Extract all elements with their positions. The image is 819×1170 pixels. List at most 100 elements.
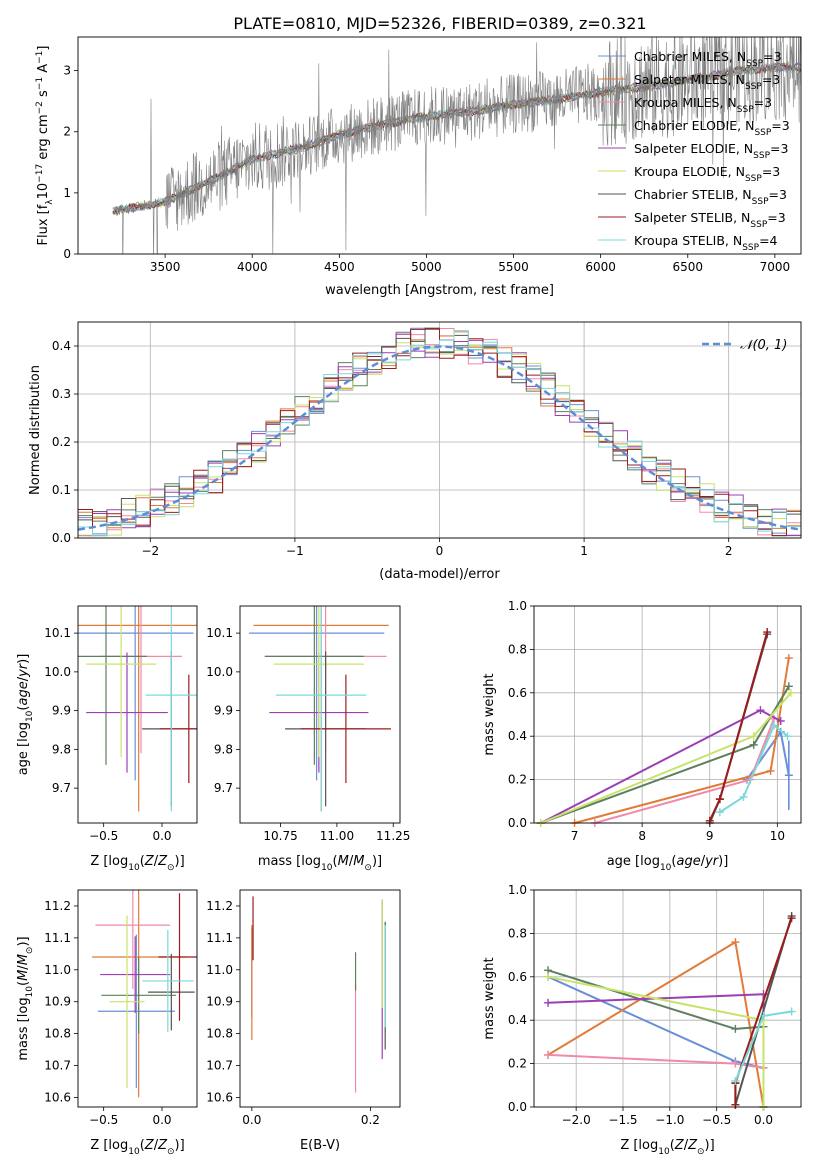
legend-label: Salpeter MILES, NSSP=3 [634, 72, 780, 92]
age-vs-mass-xtick-label: 11.00 [320, 829, 354, 843]
spectrum-xtick-label: 6500 [672, 260, 703, 274]
mass-vs-metallicity-ytick-label: 10.8 [44, 1027, 71, 1041]
weight-vs-metallicity-marker [544, 1050, 553, 1059]
residuals-plot-area [78, 327, 801, 537]
mass-vs-extinction-ytick-label: 11.1 [206, 931, 233, 945]
weight-vs-metallicity-ytick-label: 0.4 [508, 1013, 527, 1027]
residuals-ylabel: Normed distribution [28, 365, 43, 495]
residuals-ytick-label: 0.3 [52, 387, 71, 401]
spectrum-xtick-label: 6000 [585, 260, 616, 274]
weight-vs-age-series-line [719, 723, 789, 813]
weight-vs-metallicity-marker [731, 1100, 740, 1109]
residuals-ytick-label: 0.4 [52, 339, 71, 353]
age-vs-mass-xtick-label: 11.25 [376, 829, 410, 843]
weight-vs-metallicity-ytick-label: 0.2 [508, 1057, 527, 1071]
panel-age-vs-mass: 10.75 11.00 11.25 9.7 9.8 9.9 10.0 10.1 mass [lo… [206, 605, 410, 873]
age-vs-metallicity-ytick-label: 9.8 [52, 742, 71, 756]
mass-vs-metallicity-ytick-label: 10.9 [44, 995, 71, 1009]
weight-vs-age-series-line [540, 709, 782, 824]
weight-vs-metallicity-marker [731, 1059, 740, 1068]
weight-vs-metallicity-xtick-label: −1.0 [655, 1113, 684, 1127]
panel-age-vs-metallicity: −0.5 0.0 9.7 9.8 9.9 10.0 10.1 Z [log10(Z/Z⊙)] a… [16, 605, 198, 873]
mass-vs-metallicity-ytick-label: 10.7 [44, 1059, 71, 1073]
mass-vs-metallicity-ytick-label: 11.1 [44, 931, 71, 945]
weight-vs-metallicity-marker [544, 972, 553, 981]
weight-vs-age-series-line [708, 631, 769, 822]
residuals-ytick-label: 0.0 [52, 531, 71, 545]
figure-title: PLATE=0810, MJD=52326, FIBERID=0389, z=0… [233, 14, 646, 33]
age-vs-mass-frame [239, 605, 401, 824]
weight-vs-metallicity-ytick-label: 1.0 [508, 883, 527, 897]
weight-vs-age-marker [784, 654, 793, 663]
weight-vs-metallicity-ylabel: mass weight [482, 957, 497, 1039]
age-vs-metallicity-frame [77, 605, 198, 824]
age-vs-metallicity-xtick-label: 0.0 [152, 829, 171, 843]
spectrum-xtick-label: 5000 [411, 260, 442, 274]
residuals-xlabel: (data-model)/error [379, 567, 500, 582]
mass-vs-extinction-plot-area [251, 896, 386, 1093]
weight-vs-age-xtick-label: 8 [638, 829, 646, 843]
weight-vs-age-marker [766, 766, 775, 775]
age-vs-metallicity-xlabel: Z [log10(Z/Z⊙)] [90, 854, 184, 873]
legend-label: Kroupa ELODIE, NSSP=3 [634, 164, 780, 184]
spectrum-xlabel: wavelength [Angstrom, rest frame] [325, 283, 554, 298]
spectrum-xtick-label: 5500 [498, 260, 529, 274]
weight-vs-metallicity-xtick-label: −2.0 [562, 1113, 591, 1127]
weight-vs-metallicity-marker [787, 1007, 796, 1016]
weight-vs-age-marker [756, 706, 765, 715]
weight-vs-age-marker [786, 688, 795, 697]
mass-vs-extinction-ytick-label: 10.6 [206, 1090, 233, 1104]
weight-vs-metallicity-xtick-label: 0.0 [754, 1113, 773, 1127]
spectrum-ylabel: Flux [fλ10−17 erg cm−2 s−1 A−1] [35, 46, 55, 246]
weight-vs-metallicity-series-line [548, 1053, 764, 1069]
spectrum-data-line [112, 37, 801, 254]
age-vs-metallicity-ytick-label: 10.1 [44, 626, 71, 640]
weight-vs-metallicity-marker [544, 998, 553, 1007]
weight-vs-metallicity-marker [731, 1076, 740, 1085]
weight-vs-age-xtick-label: 7 [571, 829, 579, 843]
weight-vs-age-ytick-label: 0.8 [508, 642, 527, 656]
weight-vs-age-marker [784, 682, 793, 691]
weight-vs-age-marker [739, 792, 748, 801]
spectrum-xtick-label: 4500 [324, 260, 355, 274]
residuals-histogram [78, 330, 801, 537]
age-vs-metallicity-ytick-label: 10.0 [44, 665, 71, 679]
age-vs-metallicity-ylabel: age [log10(age/yr)] [16, 654, 35, 776]
weight-vs-age-ytick-label: 0.6 [508, 686, 527, 700]
spectrum-ytick-label: 2 [63, 125, 71, 139]
legend-label: Chabrier MILES, NSSP=3 [634, 49, 782, 69]
residuals-xtick-label: 1 [580, 544, 588, 558]
mass-vs-extinction-ytick-label: 11.2 [206, 899, 233, 913]
weight-vs-age-ytick-label: 0.2 [508, 773, 527, 787]
mass-vs-metallicity-frame [77, 889, 198, 1108]
weight-vs-age-frame [533, 605, 802, 824]
weight-vs-age-marker [749, 740, 758, 749]
mass-vs-extinction-ytick-label: 10.9 [206, 995, 233, 1009]
weight-vs-metallicity-series-line [548, 993, 765, 1107]
legend-label: Salpeter STELIB, NSSP=3 [634, 210, 786, 230]
spectrum-xtick-label: 3500 [150, 260, 181, 274]
weight-vs-age-xtick-label: 9 [706, 829, 714, 843]
weight-vs-metallicity-ytick-label: 0.8 [508, 926, 527, 940]
residuals-xtick-label: 0 [436, 544, 444, 558]
age-vs-mass-ytick-label: 9.9 [214, 704, 233, 718]
mass-vs-extinction-frame [239, 889, 401, 1108]
age-vs-mass-xtick-label: 10.75 [263, 829, 297, 843]
residuals-normal-curve [78, 345, 801, 531]
weight-vs-metallicity-marker [731, 938, 740, 947]
residuals-xtick-label: 2 [725, 544, 733, 558]
spectrum-plot-area [112, 37, 801, 254]
weight-vs-metallicity-xtick-label: −1.5 [608, 1113, 637, 1127]
weight-vs-age-marker [763, 628, 772, 637]
panel-residuals: −2 −1 0 1 2 0.0 0.1 0.2 0.3 0.4 (data-model)/error… [28, 321, 802, 582]
residuals-ytick-label: 0.1 [52, 483, 71, 497]
age-vs-mass-xlabel: mass [log10(M/M⊙)] [258, 854, 382, 873]
mass-vs-metallicity-ytick-label: 11.2 [44, 899, 71, 913]
mass-vs-extinction-ytick-label: 10.7 [206, 1059, 233, 1073]
spectrum-xtick-label: 4000 [237, 260, 268, 274]
weight-vs-age-marker [769, 721, 778, 730]
weight-vs-age-xlabel: age [log10(age/yr)] [607, 854, 729, 873]
panel-weight-vs-age: 7 8 9 10 0.0 0.2 0.4 0.6 0.8 1.0 age [log10(age/yr… [482, 599, 802, 873]
weight-vs-age-marker [749, 732, 758, 741]
panel-weight-vs-metallicity: −2.0 −1.5 −1.0 −0.5 0.0 0.0 0.2 0.4 0.6 0.8 1.0 Z [… [482, 883, 802, 1157]
